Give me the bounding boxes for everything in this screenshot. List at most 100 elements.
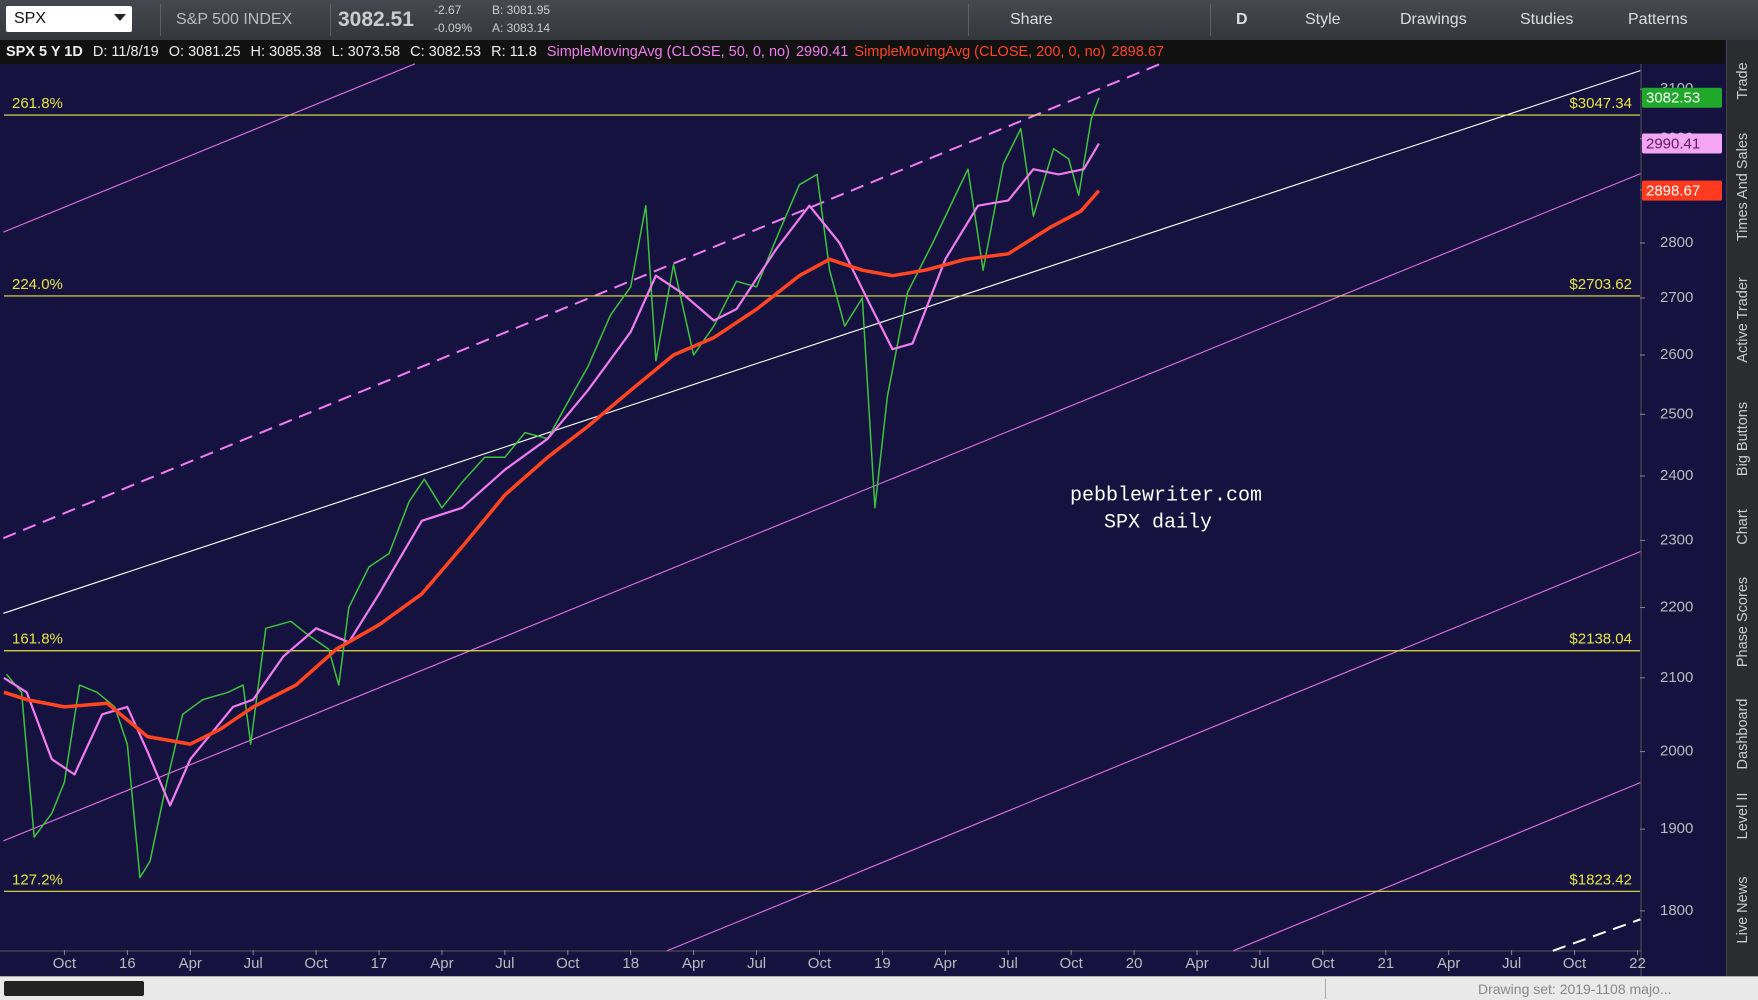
side-tab[interactable]: Phase Scores — [1735, 576, 1751, 668]
study-value: 2898.67 — [1111, 44, 1164, 60]
side-tab[interactable]: Dashboard — [1735, 698, 1751, 770]
price-badge-label: 2898.67 — [1646, 183, 1700, 200]
x-tick-label: Oct — [556, 955, 580, 972]
separator — [330, 4, 331, 36]
drawing-set[interactable]: Drawing set: 2019-1108 majo... — [1478, 981, 1672, 997]
y-tick-label: 1900 — [1660, 820, 1693, 837]
x-tick-label: Jul — [999, 955, 1018, 972]
x-tick-label: Apr — [1185, 955, 1208, 972]
study-name: SimpleMovingAvg (CLOSE, 200, 0, no) — [854, 44, 1106, 60]
level-label: 161.8% — [12, 631, 63, 648]
x-tick-label: Oct — [1060, 955, 1084, 972]
x-tick-label: 17 — [371, 955, 388, 972]
channel-line — [1233, 782, 1641, 952]
level-value-label: $2703.62 — [1569, 276, 1632, 293]
patterns-button[interactable]: Patterns — [1628, 11, 1688, 28]
drawings — [2, 62, 1641, 952]
level-label: 261.8% — [12, 95, 63, 112]
side-tab[interactable]: Live News — [1735, 876, 1751, 944]
y-tick-label: 2700 — [1660, 289, 1693, 306]
level-value-label: $1823.42 — [1569, 871, 1632, 888]
info-high: H: 3085.38 — [250, 44, 322, 60]
y-tick-label: 2200 — [1660, 599, 1693, 616]
annotation: pebblewriter.com — [1070, 484, 1262, 507]
bid: B: 3081.95 — [492, 3, 551, 17]
side-tab[interactable]: Times And Sales — [1735, 132, 1751, 242]
study-name: SimpleMovingAvg (CLOSE, 50, 0, no) — [546, 44, 790, 60]
scrollbar-thumb[interactable] — [4, 981, 144, 996]
x-tick-label: 19 — [874, 955, 891, 972]
ask: A: 3083.14 — [492, 21, 551, 35]
price-badge-label: 3082.53 — [1646, 90, 1700, 107]
study-value: 2990.41 — [795, 44, 849, 60]
y-tick-label: 2800 — [1660, 234, 1693, 251]
level-value-label: $3047.34 — [1569, 95, 1632, 112]
x-tick-label: 21 — [1377, 955, 1394, 972]
side-tab[interactable]: Big Buttons — [1735, 401, 1751, 477]
y-tick-label: 2300 — [1660, 531, 1693, 548]
x-tick-label: Jul — [1502, 955, 1521, 972]
separator — [1325, 979, 1326, 999]
channel-line — [666, 551, 1641, 952]
chart-background — [0, 64, 1726, 976]
style-button[interactable]: Style — [1305, 11, 1341, 28]
drawings-button[interactable]: Drawings — [1400, 11, 1467, 28]
x-tick-label: Oct — [53, 955, 77, 972]
studies-button[interactable]: Studies — [1520, 11, 1574, 28]
price-badge — [1642, 87, 1722, 108]
trend-line — [1552, 918, 1641, 952]
x-tick-label: Apr — [430, 955, 453, 972]
share-button[interactable]: Share — [1010, 11, 1053, 28]
side-tab[interactable]: Trade — [1735, 62, 1751, 100]
x-tick-label: 20 — [1126, 955, 1143, 972]
price-badge — [1642, 180, 1722, 201]
x-tick-label: Apr — [682, 955, 705, 972]
x-tick-label: 22 — [1629, 955, 1646, 972]
symbol-input[interactable]: SPX — [6, 6, 132, 32]
level-label: 127.2% — [12, 871, 63, 888]
x-tick-label: Jul — [1250, 955, 1269, 972]
y-tick-label: 2600 — [1660, 346, 1693, 363]
price-badge — [1642, 133, 1722, 154]
aggregation-button[interactable]: D — [1236, 11, 1248, 28]
separator — [1210, 4, 1211, 36]
dropdown-arrow[interactable] — [114, 14, 126, 21]
info-date: D: 11/8/19 — [92, 44, 159, 60]
y-tick-label: 2100 — [1660, 669, 1693, 686]
y-tick-label: 2000 — [1660, 743, 1693, 760]
x-tick-label: Oct — [304, 955, 328, 972]
price-badge-label: 2990.41 — [1646, 136, 1700, 153]
channel-line — [3, 173, 1641, 842]
x-tick-label: Oct — [1563, 955, 1587, 972]
side-tabs: Trade Times And Sales Active Trader Big But… — [1726, 40, 1758, 976]
percent-change: -0.09% — [434, 21, 473, 35]
info-range: R: 11.8 — [491, 44, 537, 60]
description: S&P 500 INDEX — [176, 11, 293, 28]
y-tick-label: 2400 — [1660, 467, 1693, 484]
x-tick-label: 18 — [622, 955, 639, 972]
side-tab[interactable]: Level II — [1735, 792, 1751, 840]
status-bar: Drawing set: 2019-1108 majo... — [0, 976, 1758, 1000]
x-tick-label: 16 — [119, 955, 136, 972]
info-open: O: 3081.25 — [168, 44, 241, 60]
x-tick-label: Jul — [244, 955, 263, 972]
series-line — [3, 142, 1100, 807]
y-tick-label: 1800 — [1660, 902, 1693, 919]
side-tab[interactable]: Active Trader — [1735, 277, 1751, 363]
x-tick-label: Apr — [179, 955, 202, 972]
info-symbol: SPX 5 Y 1D — [6, 44, 83, 60]
chart: pebblewriter.com SPX daily 1800 1900 2000 2… — [0, 62, 1726, 976]
x-tick-label: Oct — [808, 955, 832, 972]
info-close: C: 3082.53 — [410, 44, 482, 60]
x-tick-label: Oct — [1311, 955, 1335, 972]
toolbar: SPX S&P 500 INDEX 3082.51 -2.67 -0.09% B… — [0, 0, 1758, 41]
last-price: 3082.51 — [338, 8, 414, 31]
annotation: SPX daily — [1104, 511, 1212, 534]
level-value-label: $2138.04 — [1569, 631, 1632, 648]
info-low: L: 3073.58 — [331, 44, 401, 60]
side-tab[interactable]: Chart — [1735, 509, 1751, 545]
channel-line — [3, 63, 416, 233]
net-change: -2.67 — [434, 3, 462, 17]
x-tick-label: Jul — [495, 955, 514, 972]
